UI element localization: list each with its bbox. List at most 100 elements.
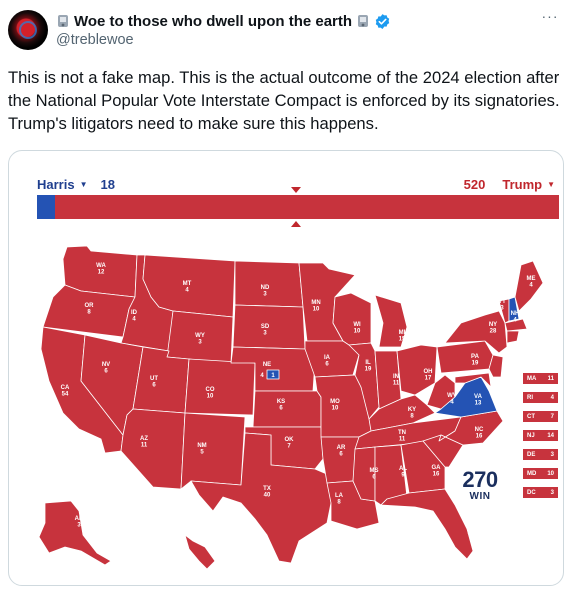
- label-nc: NC 16: [475, 427, 484, 440]
- label-wy: WY 3: [195, 333, 205, 346]
- label-wv: WV 4: [447, 393, 457, 406]
- harris-votes: 18: [100, 177, 115, 192]
- state-ak: [38, 500, 112, 566]
- label-va: VA 13: [474, 394, 483, 407]
- majority-marker-top: [291, 187, 301, 193]
- verified-badge-icon: [374, 13, 391, 30]
- label-nv: NV 6: [102, 362, 110, 375]
- label-me: ME 4: [527, 276, 536, 289]
- label-vt: VT 3: [498, 299, 506, 312]
- label-mi: MI 15: [399, 330, 406, 343]
- electoral-map: WA 12 OR 8 CA 54 ID 4 NV 6 MT 4 WY 3 UT 6 AZ 11 C…: [38, 245, 544, 570]
- label-oh: OH 17: [424, 369, 433, 382]
- more-options-icon[interactable]: ···: [541, 8, 559, 24]
- box-nj: NJ 14: [522, 429, 559, 442]
- state-md: [454, 372, 492, 388]
- label-il: IL 19: [365, 360, 372, 373]
- state-pa: [436, 340, 494, 374]
- chevron-down-icon: ▼: [547, 180, 555, 189]
- label-al: AL 9: [399, 466, 407, 479]
- electoral-vote-bar: [37, 195, 559, 219]
- harris-header[interactable]: Harris ▼ 18: [37, 177, 115, 192]
- label-ny: NY 28: [489, 322, 497, 335]
- label-ky: KY 8: [408, 407, 416, 420]
- chevron-down-icon: ▼: [79, 180, 88, 189]
- label-la: LA 8: [335, 493, 344, 506]
- 270towin-logo: 270 WIN: [453, 467, 507, 503]
- label-nd: ND 3: [261, 285, 270, 298]
- state-hi: [184, 534, 216, 570]
- state-mi: [374, 294, 408, 348]
- label-ok: OK 7: [285, 437, 295, 450]
- state-nm: [180, 412, 246, 490]
- label-or: OR 8: [85, 303, 95, 316]
- state-nc: [438, 410, 504, 446]
- author-name-row: Woe to those who dwell upon the earth: [56, 11, 391, 31]
- state-tx: [190, 432, 332, 564]
- box-de: DE 3: [522, 448, 559, 461]
- media-card[interactable]: WA 12 OR 8 CA 54 ID 4 NV 6 MT 4 WY 3 UT 6 AZ 11 C…: [8, 150, 564, 586]
- label-wi: WI 10: [353, 322, 361, 335]
- label-nh: NH 4: [511, 311, 520, 324]
- label-ks: KS 6: [277, 399, 285, 412]
- label-hi: HI 4: [187, 556, 193, 569]
- state-nh: [508, 296, 520, 322]
- state-fl: [380, 488, 474, 560]
- state-ne-2: [266, 369, 280, 380]
- label-ne-2: 1: [271, 373, 275, 379]
- label-ga: GA 16: [432, 465, 442, 478]
- state-ct: [506, 330, 520, 344]
- label-tn: TN 11: [398, 430, 406, 443]
- box-ri: RI 4: [522, 391, 559, 404]
- state-nj: [488, 354, 504, 378]
- trump-votes: 520: [463, 177, 486, 192]
- logo-text: WIN: [469, 491, 491, 502]
- trump-label: Trump: [502, 177, 543, 192]
- trump-header[interactable]: 520 Trump ▼: [464, 177, 555, 192]
- label-co: CO 10: [206, 387, 215, 400]
- state-me: [514, 260, 544, 312]
- label-nm: NM 5: [197, 443, 206, 456]
- label-ne: NE: [263, 362, 271, 368]
- label-fl: FL 30: [467, 524, 475, 537]
- state-az: [120, 408, 186, 490]
- box-ct: CT 7: [522, 410, 559, 423]
- label-tx: TX 40: [263, 486, 271, 499]
- box-ma: MA 11: [522, 372, 559, 385]
- seal-icon: [356, 14, 370, 29]
- state-ks: [252, 390, 322, 428]
- state-ma: [504, 318, 528, 332]
- harris-bar-fill: [37, 195, 56, 219]
- state-ms: [352, 446, 376, 502]
- label-ca: CA 54: [61, 385, 70, 398]
- label-ia: IA 6: [324, 355, 331, 368]
- label-pa: PA 19: [471, 354, 480, 367]
- majority-marker-bottom: [291, 221, 301, 227]
- label-mt: MT 4: [183, 281, 192, 294]
- label-ne-ev: 4: [260, 373, 264, 379]
- harris-label: Harris: [37, 177, 75, 192]
- seal-icon: [56, 14, 70, 29]
- tweet-text: This is not a fake map. This is the actu…: [8, 68, 560, 133]
- logo-number: 270: [462, 467, 498, 492]
- label-id: ID 4: [131, 310, 138, 323]
- label-ar: AR 6: [337, 445, 346, 458]
- label-sc: SC 9: [460, 450, 469, 463]
- label-ms: MS 6: [370, 468, 379, 481]
- box-md: MD 10: [522, 467, 559, 480]
- label-in: IN 11: [393, 374, 400, 387]
- box-dc: DC 3: [522, 486, 559, 499]
- avatar[interactable]: [8, 10, 48, 50]
- author-handle[interactable]: @treblewoe: [56, 32, 134, 48]
- state-co: [184, 358, 256, 416]
- label-mn: MN 10: [311, 300, 320, 313]
- label-ut: UT 6: [150, 376, 158, 389]
- label-ak: AK 3: [75, 516, 84, 529]
- label-wa: WA 12: [96, 263, 106, 276]
- state-sc: [422, 434, 464, 468]
- label-sd: SD 3: [261, 324, 270, 337]
- state-nd: [234, 260, 304, 308]
- label-az: AZ 11: [140, 436, 148, 449]
- display-name[interactable]: Woe to those who dwell upon the earth: [74, 12, 353, 30]
